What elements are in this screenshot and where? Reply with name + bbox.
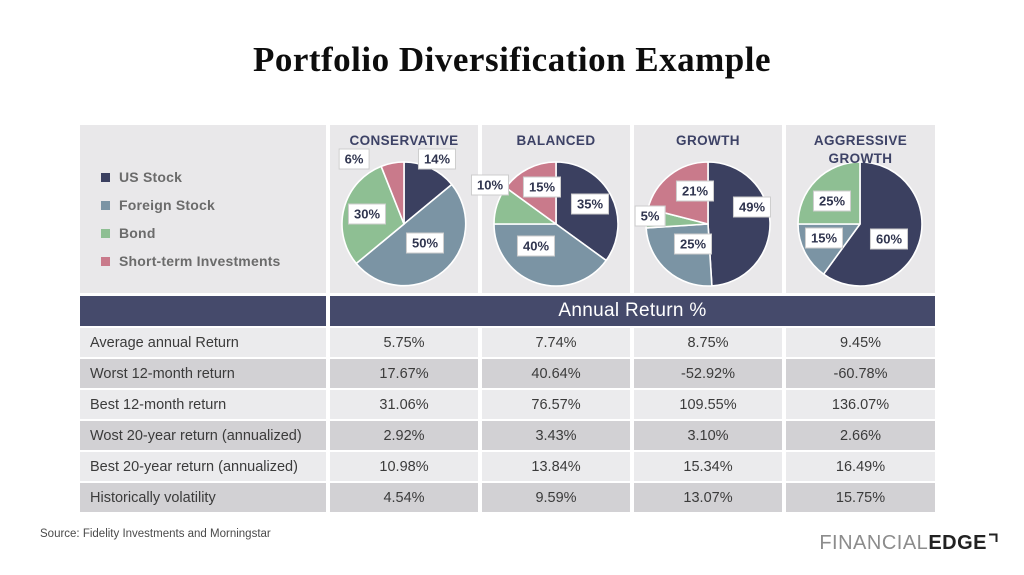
table-cell-value: 16.49% [786, 452, 935, 481]
pie-slice-us-stock [822, 161, 923, 287]
page-title: Portfolio Diversification Example [252, 40, 772, 79]
pie-slice-label: 14% [417, 148, 457, 170]
legend-label: Foreign Stock [119, 197, 215, 213]
pie-slice-us-stock [707, 161, 771, 287]
table-header-empty-cell [80, 296, 326, 326]
table-cell-value: 3.43% [482, 421, 630, 450]
logo-text-financial: FINANCIAL [819, 532, 929, 554]
table-row-label: Historically volatility [80, 483, 326, 512]
legend-swatch-icon [101, 256, 110, 266]
pie-panel-conservative: CONSERVATIVE 14% 50% 30% 6% [330, 125, 478, 293]
logo-corner-icon [989, 533, 998, 542]
pie-slice-label: 60% [869, 228, 909, 250]
pie-slice-label: 40% [516, 235, 556, 257]
financial-edge-logo: FINANCIAL EDGE [819, 532, 998, 555]
pie-panel-balanced: BALANCED 35% 40% 10% 15% [470, 125, 630, 293]
charts-section: US Stock Foreign Stock Bond Short-term Inve… [80, 125, 935, 293]
legend-swatch-icon [101, 228, 110, 238]
table-header-annual-return: Annual Return % [330, 296, 935, 326]
table-cell-value: 13.07% [634, 483, 782, 512]
table-cell-value: 17.67% [330, 359, 478, 388]
table-cell-value: 109.55% [634, 390, 782, 419]
pie-slice-label: 21% [675, 180, 715, 202]
table-row-label: Average annual Return [80, 328, 326, 357]
legend-item: Short-term Investments [101, 253, 326, 269]
table-cell-value: 136.07% [786, 390, 935, 419]
table-row-label: Worst 12-month return [80, 359, 326, 388]
table-cell-value: 76.57% [482, 390, 630, 419]
pie-slice-label: 15% [522, 176, 562, 198]
table-cell-value: 9.59% [482, 483, 630, 512]
legend-item: Foreign Stock [101, 197, 326, 213]
table-row-label: Best 20-year return (annualized) [80, 452, 326, 481]
pie-panel-growth: GROWTH 49% 25% 5% 21% [634, 125, 782, 293]
source-note: Source: Fidelity Investments and Morning… [40, 528, 271, 540]
table-cell-value: 5.75% [330, 328, 478, 357]
table-cell-value: 10.98% [330, 452, 478, 481]
pie-slice-label: 25% [673, 233, 713, 255]
pie-slice-label: 50% [405, 232, 445, 254]
table-cell-value: 13.84% [482, 452, 630, 481]
table-cell-value: 4.54% [330, 483, 478, 512]
pie-slice-label: 15% [804, 227, 844, 249]
pie-slice-short-term-investments [380, 161, 405, 225]
table-cell-value: 9.45% [786, 328, 935, 357]
pie-title: BALANCED [516, 133, 596, 148]
table-cell-value: 8.75% [634, 328, 782, 357]
pie-slice-label: 30% [347, 203, 387, 225]
table-cell-value: 40.64% [482, 359, 630, 388]
table-cell-value: -52.92% [634, 359, 782, 388]
legend-label: Bond [119, 225, 156, 241]
legend-item: Bond [101, 225, 326, 241]
annual-return-table: Annual Return % Average annual Return 5.7… [80, 296, 935, 512]
table-cell-value: 7.74% [482, 328, 630, 357]
logo-text-edge: EDGE [928, 532, 987, 554]
table-cell-value: 3.10% [634, 421, 782, 450]
legend-label: US Stock [119, 169, 183, 185]
pie-slice-label: 5% [634, 205, 666, 227]
pie-title: GROWTH [676, 133, 740, 148]
table-row-label: Wost 20-year return (annualized) [80, 421, 326, 450]
pie-slice-label: 10% [470, 174, 510, 196]
pie-title: CONSERVATIVE [349, 133, 459, 148]
table-cell-value: 15.34% [634, 452, 782, 481]
pie-slice-label: 49% [732, 196, 772, 218]
table-cell-value: -60.78% [786, 359, 935, 388]
table-cell-value: 31.06% [330, 390, 478, 419]
pie-panel-aggressive-growth: AGGRESSIVE GROWTH 60% 15% 25% [786, 125, 935, 293]
pie-slice-label: 6% [338, 148, 370, 170]
pie-title: AGGRESSIVE GROWTH [813, 133, 908, 166]
legend-item: US Stock [101, 169, 326, 185]
pie-slice-label: 35% [570, 193, 610, 215]
table-cell-value: 2.92% [330, 421, 478, 450]
pie-slice-label: 25% [812, 190, 852, 212]
table-cell-value: 15.75% [786, 483, 935, 512]
legend-label: Short-term Investments [119, 253, 281, 269]
table-row-label: Best 12-month return [80, 390, 326, 419]
legend: US Stock Foreign Stock Bond Short-term Inve… [80, 125, 326, 293]
legend-swatch-icon [101, 200, 110, 210]
table-cell-value: 2.66% [786, 421, 935, 450]
legend-swatch-icon [101, 172, 110, 182]
